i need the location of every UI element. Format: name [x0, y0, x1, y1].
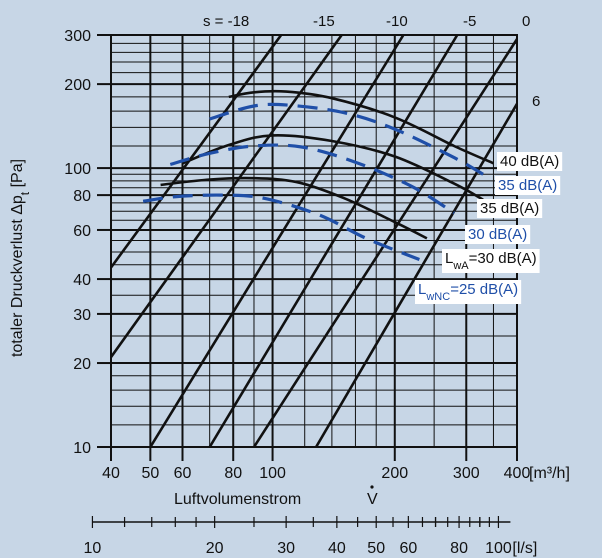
- x-tick-label: 300: [453, 465, 480, 482]
- series-curves: [142, 89, 495, 261]
- s-line: [208, 35, 459, 447]
- series-curve-dashed: [209, 102, 484, 176]
- series-curve: [160, 176, 428, 240]
- x-tick-label: 200: [381, 465, 408, 482]
- series-curve-dashed: [169, 143, 455, 215]
- x-axis-symbol-dot: [370, 485, 374, 489]
- x2-tick-label: 30: [277, 540, 295, 557]
- annotation-sub: wA: [452, 260, 469, 272]
- y-tick-label: 80: [73, 188, 91, 205]
- s-label: 6: [532, 93, 540, 110]
- annotation-box: [497, 152, 563, 171]
- x2-tick-label: 10: [84, 540, 102, 557]
- s-label: s = -18: [203, 13, 249, 30]
- s-line: [111, 35, 343, 358]
- x2-tick-label: 60: [399, 540, 417, 557]
- annotation-box: [415, 280, 522, 304]
- s-label: -15: [313, 13, 335, 30]
- x2-tick-label: 50: [367, 540, 385, 557]
- annotation-rest: =30 dB(A): [469, 250, 537, 267]
- y-tick-label: 20: [73, 356, 91, 373]
- s-line: [252, 38, 517, 447]
- y-tick-label: 100: [64, 161, 91, 178]
- x-tick-label: 80: [224, 465, 242, 482]
- s-line: [111, 35, 283, 269]
- curve-annotation: 40 dB(A): [500, 153, 559, 170]
- curve-annotation: 35 dB(A): [498, 177, 557, 194]
- x2-tick-label: 40: [328, 540, 346, 557]
- annotation-box: [442, 249, 540, 273]
- s-line: [149, 35, 405, 447]
- x-tick-label: 50: [141, 465, 159, 482]
- x2-tick-label: 80: [450, 540, 468, 557]
- s-label: -10: [386, 13, 408, 30]
- annotation-box: [477, 199, 543, 218]
- annotation-sub: wNC: [425, 291, 450, 303]
- x-axis-title: Luftvolumenstrom: [174, 491, 301, 508]
- y-tick-label: 30: [73, 307, 91, 324]
- curve-annotation: 35 dB(A): [480, 200, 539, 217]
- annotation-rest: =25 dB(A): [450, 281, 518, 298]
- s-line: [314, 103, 517, 447]
- curve-annotation: 30 dB(A): [468, 226, 527, 243]
- s-lines: [111, 35, 517, 447]
- x2-unit-label: [l/s]: [512, 540, 537, 557]
- y-tick-label: 40: [73, 272, 91, 289]
- series-curve: [182, 133, 484, 201]
- y-tick-label: 10: [73, 440, 91, 457]
- x2-tick-label: 100: [485, 540, 512, 557]
- x-tick-label: 100: [259, 465, 286, 482]
- curve-annotation: LwA=30 dB(A): [445, 250, 537, 272]
- annotation-box: [465, 225, 531, 244]
- x-tick-label: 60: [174, 465, 192, 482]
- y-axis-unit: [Pa]: [9, 159, 26, 192]
- x-tick-label: 40: [102, 465, 120, 482]
- series-curve-dashed: [142, 193, 420, 261]
- x-unit-label: [m³/h]: [529, 465, 570, 482]
- y-tick-label: 200: [64, 77, 91, 94]
- series-curve: [228, 89, 495, 165]
- x2-tick-label: 20: [206, 540, 224, 557]
- s-label: 0: [522, 13, 530, 30]
- y-tick-label: 300: [64, 28, 91, 45]
- x-tick-label: 400: [504, 465, 531, 482]
- annotation-box: [495, 176, 561, 195]
- y-axis-symbol-sub: t: [18, 191, 32, 195]
- s-label: -5: [463, 13, 476, 30]
- y-tick-label: 60: [73, 223, 91, 240]
- x-axis-symbol: V: [367, 491, 378, 508]
